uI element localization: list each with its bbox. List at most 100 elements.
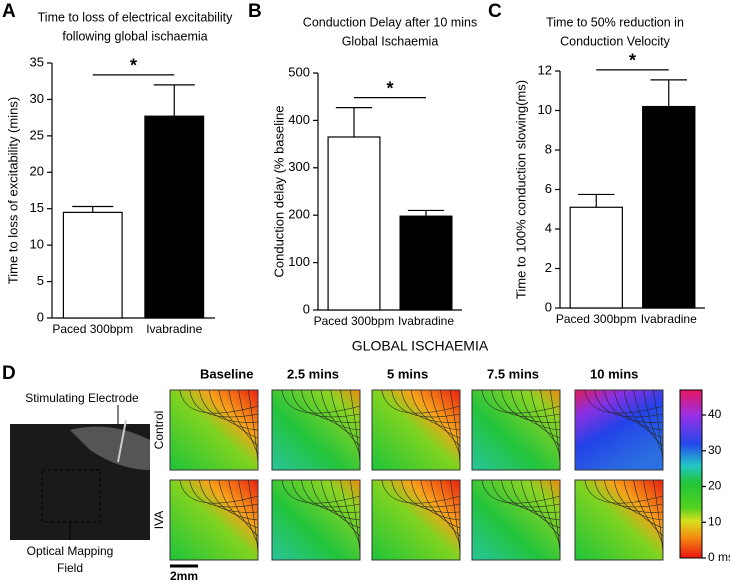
isochrone bbox=[330, 389, 361, 447]
isochrone bbox=[510, 479, 561, 521]
isochrone bbox=[652, 389, 664, 463]
isochrone bbox=[604, 389, 664, 423]
panel-label: D bbox=[2, 363, 16, 384]
significance: * bbox=[386, 78, 393, 98]
isochrone bbox=[218, 389, 259, 439]
isochrone bbox=[291, 479, 361, 508]
isochrone bbox=[549, 479, 561, 553]
activation-map bbox=[574, 389, 664, 471]
isochrone bbox=[594, 479, 664, 508]
y-tick-label: 0 bbox=[37, 309, 44, 324]
isochrone bbox=[228, 389, 259, 447]
isochrone bbox=[208, 479, 259, 521]
isochrone bbox=[491, 389, 561, 418]
significance: * bbox=[130, 56, 137, 76]
chart-title: following global ischaemia bbox=[62, 29, 207, 43]
isochrone bbox=[594, 389, 664, 418]
x-tick-label: Ivabradine bbox=[146, 322, 202, 336]
x-tick-label: Ivabradine bbox=[641, 312, 697, 326]
colorbar-label: 30 bbox=[708, 443, 722, 457]
panel-d: D GLOBAL ISCHAEMIA Stimulating Electrode… bbox=[2, 338, 703, 582]
isochrone bbox=[381, 389, 461, 414]
isochrone bbox=[520, 389, 561, 439]
isochrone bbox=[301, 479, 361, 513]
section-title: GLOBAL ISCHAEMIA bbox=[352, 338, 489, 354]
isochrone bbox=[179, 389, 259, 414]
isochrone bbox=[320, 479, 361, 529]
y-axis-label: Conduction delay (% baseline bbox=[271, 106, 286, 278]
y-tick-label: 6 bbox=[545, 181, 552, 196]
isochrone bbox=[199, 479, 259, 513]
colorbar bbox=[679, 389, 703, 559]
y-axis-label: Time to 100% conduction slowing(ms) bbox=[513, 80, 528, 299]
y-tick-label: 25 bbox=[30, 127, 44, 142]
isochrone bbox=[501, 479, 561, 513]
isochrone bbox=[281, 389, 361, 414]
y-tick-label: 35 bbox=[30, 54, 44, 69]
isochrone bbox=[633, 389, 664, 447]
significance: * bbox=[629, 51, 636, 71]
isochrone bbox=[301, 389, 361, 423]
isochrone bbox=[584, 479, 664, 504]
isochrone bbox=[540, 389, 561, 455]
column-label: 5 mins bbox=[387, 366, 428, 381]
isochrone bbox=[623, 389, 664, 439]
isochrone bbox=[381, 479, 461, 504]
isochrone bbox=[449, 479, 461, 553]
isochrone bbox=[349, 479, 361, 553]
activation-map bbox=[471, 389, 561, 471]
isochrone bbox=[510, 389, 561, 431]
bar bbox=[642, 105, 696, 309]
isochrone bbox=[410, 479, 461, 521]
isochrone bbox=[440, 389, 461, 455]
isochrone bbox=[440, 479, 461, 545]
bar bbox=[327, 136, 381, 311]
row-label: Control bbox=[152, 411, 166, 450]
y-tick-label: 0 bbox=[303, 301, 310, 316]
isochrone bbox=[401, 479, 461, 513]
y-tick-label: 12 bbox=[538, 62, 552, 77]
electrode bbox=[117, 419, 127, 463]
isochrone bbox=[189, 389, 259, 418]
isochrone bbox=[247, 389, 259, 463]
colorbar-label: 20 bbox=[708, 479, 722, 493]
isochrone bbox=[481, 389, 561, 414]
chart-title: Conduction Velocity bbox=[560, 34, 671, 48]
activation-map bbox=[169, 389, 259, 471]
isochrone bbox=[520, 479, 561, 529]
isochrone bbox=[530, 389, 561, 447]
y-axis-label: Time to loss of excitability (mins) bbox=[5, 97, 20, 284]
isochrone bbox=[430, 389, 461, 447]
panel-label: A bbox=[2, 1, 16, 22]
isochrone bbox=[228, 479, 259, 537]
photo-tissue bbox=[70, 426, 150, 470]
isochrone bbox=[281, 479, 361, 504]
isochrone bbox=[310, 479, 361, 521]
bar bbox=[62, 211, 123, 319]
colorbar-label: 0 ms bbox=[708, 550, 730, 564]
y-tick-label: 8 bbox=[545, 141, 552, 156]
isochrone bbox=[420, 479, 461, 529]
electrode-label: Stimulating Electrode bbox=[25, 391, 139, 405]
colorbar-label: 10 bbox=[708, 514, 722, 528]
isochrone bbox=[501, 389, 561, 423]
isochrone bbox=[189, 479, 259, 508]
isochrone bbox=[491, 479, 561, 508]
colorbar-label: 40 bbox=[708, 407, 722, 421]
scale-label: 2mm bbox=[170, 569, 198, 582]
isochrone bbox=[613, 479, 664, 521]
isochrone bbox=[291, 389, 361, 418]
isochrone bbox=[391, 479, 461, 508]
isochrone bbox=[540, 479, 561, 545]
isochrone bbox=[208, 389, 259, 431]
y-tick-label: 20 bbox=[30, 164, 44, 179]
column-label: 2.5 mins bbox=[287, 366, 339, 381]
isochrone bbox=[179, 479, 259, 504]
column-label: Baseline bbox=[200, 366, 253, 381]
isochrone bbox=[310, 389, 361, 431]
isochrone bbox=[340, 389, 361, 455]
y-tick-label: 30 bbox=[30, 91, 44, 106]
isochrone bbox=[643, 389, 664, 455]
y-tick-label: 0 bbox=[545, 299, 552, 314]
